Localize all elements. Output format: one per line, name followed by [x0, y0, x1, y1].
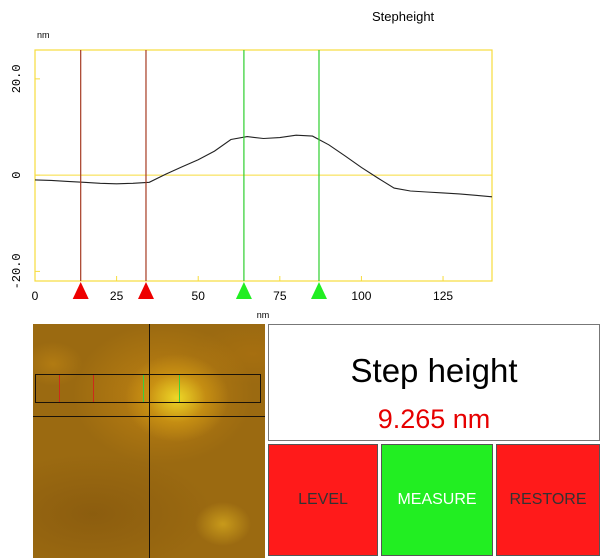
- afm-topography-image[interactable]: [33, 324, 265, 558]
- x-tick-label: 25: [110, 289, 124, 303]
- step-height-result-panel: Step height 9.265 nm: [268, 324, 600, 441]
- restore-button[interactable]: RESTORE: [496, 444, 600, 556]
- x-tick-label: 0: [32, 289, 39, 303]
- afm-red-cursor-2: [93, 375, 94, 402]
- y-tick-label: 0: [10, 172, 24, 179]
- y-tick-label: -20.0: [10, 253, 24, 289]
- afm-vertical-crosshair[interactable]: [149, 324, 150, 558]
- x-tick-label: 75: [273, 289, 287, 303]
- chart-title: Stepheight: [372, 9, 435, 24]
- profile-line: [34, 134, 493, 198]
- result-title: Step height: [350, 352, 518, 389]
- plot-frame: [34, 49, 493, 282]
- cursor-marker-green: [235, 282, 252, 299]
- afm-red-cursor-1: [59, 375, 60, 402]
- x-tick-label: 100: [351, 289, 371, 303]
- cursor-marker-red: [137, 282, 154, 299]
- y-tick-label: 20.0: [10, 64, 24, 93]
- x-tick-label: 50: [192, 289, 206, 303]
- step-profile-chart: nm nm 0 25 50 75 100 125 20.0 0 -20.0: [10, 30, 493, 320]
- level-button[interactable]: LEVEL: [268, 444, 378, 556]
- afm-green-cursor-1: [143, 375, 144, 402]
- step-height-value: 9.265 nm: [377, 404, 491, 434]
- x-tick-label: 125: [433, 289, 453, 303]
- cursor-marker-green: [310, 282, 327, 299]
- afm-green-cursor-2: [179, 375, 180, 402]
- profile-selection-box[interactable]: [35, 374, 261, 403]
- cursor-marker-red: [72, 282, 89, 299]
- measure-button[interactable]: MEASURE: [381, 444, 493, 556]
- x-axis-unit-label: nm: [257, 310, 270, 320]
- y-axis-unit-label: nm: [37, 30, 50, 40]
